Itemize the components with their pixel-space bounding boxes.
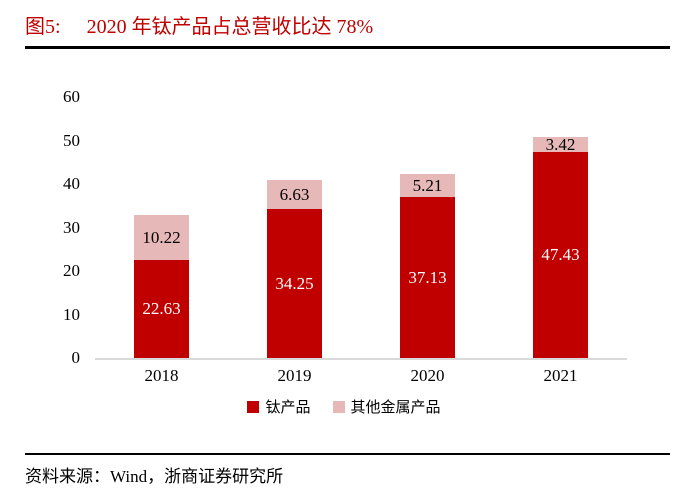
bar-segment-titanium: 47.43 <box>533 151 588 358</box>
bar-segment-titanium: 37.13 <box>400 196 455 358</box>
plot-area: 22.63 10.22 34.25 6.63 37.13 5.21 47.43 3.42 <box>95 97 627 360</box>
bar-value-label: 5.21 <box>412 175 443 195</box>
bar-segment-other-metal: 6.63 <box>267 180 322 210</box>
y-axis: 0 10 20 30 40 50 60 <box>36 87 80 367</box>
bar-value-label: 47.43 <box>541 245 580 265</box>
y-axis-tick-label: 0 <box>71 348 81 367</box>
y-axis-tick-label: 60 <box>63 87 80 106</box>
bar-value-label: 22.63 <box>142 299 181 319</box>
x-axis: 2018 2019 2020 2021 <box>95 366 627 388</box>
figure-title-text: 2020 年钛产品占总营收比达 78% <box>86 16 374 38</box>
bar-value-label: 3.42 <box>545 134 576 154</box>
bar-value-label: 6.63 <box>279 185 310 205</box>
y-axis-tick-label: 20 <box>63 261 80 280</box>
legend: 钛产品 其他金属产品 <box>0 396 688 417</box>
source-note: 资料来源：Wind，浙商证券研究所 <box>25 467 284 486</box>
title-divider <box>25 46 670 49</box>
x-axis-label: 2021 <box>543 366 578 385</box>
figure-label: 图5: <box>25 16 61 38</box>
source-divider <box>25 453 670 455</box>
bar-segment-titanium: 34.25 <box>267 209 322 358</box>
y-axis-tick-label: 10 <box>63 304 80 324</box>
bar-segment-other-metal: 5.21 <box>400 173 455 197</box>
legend-label-titanium: 钛产品 <box>265 400 311 416</box>
y-axis-tick-label: 40 <box>63 174 80 193</box>
bar-segment-other-metal: 3.42 <box>533 134 588 154</box>
y-axis-tick-label: 50 <box>63 130 80 150</box>
legend-swatch-titanium-icon <box>247 400 260 413</box>
figure-title: 图5: 2020 年钛产品占总营收比达 78% <box>25 10 670 39</box>
bar-value-label: 37.13 <box>408 267 447 287</box>
x-axis-label: 2018 <box>144 366 179 385</box>
y-axis-tick-label: 30 <box>63 217 80 237</box>
bar-segment-other-metal: 10.22 <box>134 215 189 260</box>
x-axis-label: 2020 <box>410 366 445 385</box>
legend-item-titanium: 钛产品 <box>247 396 311 417</box>
bar-value-label: 34.25 <box>275 274 314 293</box>
bar-segment-titanium: 22.63 <box>134 259 189 358</box>
bar-value-label: 10.22 <box>142 227 181 247</box>
legend-swatch-other-metal-icon <box>332 400 345 413</box>
legend-label-other-metal: 其他金属产品 <box>350 400 441 416</box>
x-axis-label: 2019 <box>277 366 312 385</box>
legend-item-other-metal: 其他金属产品 <box>332 396 441 417</box>
